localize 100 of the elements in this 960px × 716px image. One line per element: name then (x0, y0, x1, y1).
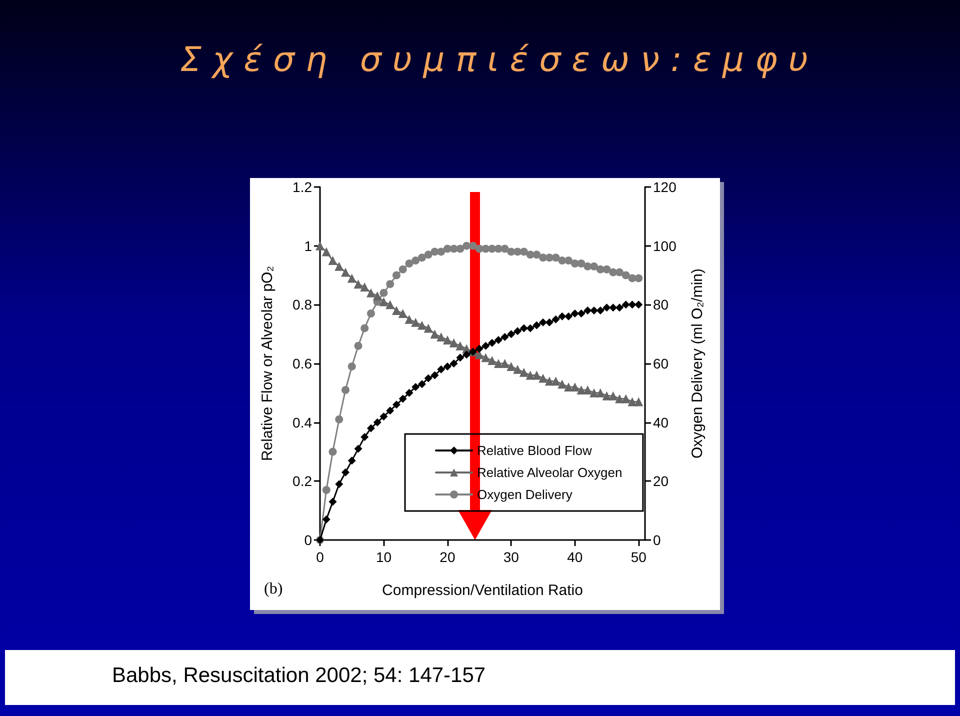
point (558, 380, 567, 389)
point (398, 308, 408, 318)
point (366, 424, 375, 432)
point (424, 250, 432, 259)
point (411, 318, 420, 327)
chart-title: Σχέση συμπιέσεων:εμφυ (180, 40, 820, 80)
text: (b) (264, 580, 283, 598)
y-tick-label: 1 (304, 238, 312, 254)
point (354, 280, 363, 289)
point (437, 248, 446, 256)
point (405, 388, 414, 397)
y-tick-label: 0.8 (292, 296, 312, 313)
point (456, 244, 464, 253)
point (468, 242, 477, 250)
point (488, 356, 497, 366)
point (347, 274, 356, 283)
point (372, 291, 382, 300)
text: Babbs, Resuscitation 2002; 54: 147-157 (112, 664, 486, 688)
y2-tick-label: 20 (653, 473, 669, 490)
y-tick-label: 0.2 (292, 473, 312, 490)
point (405, 259, 414, 268)
point (328, 256, 338, 266)
point (494, 359, 503, 368)
point (532, 321, 541, 330)
point (622, 300, 630, 309)
point (456, 354, 464, 362)
point (404, 314, 414, 324)
point (507, 330, 516, 338)
y2-tick-label: 100 (653, 238, 677, 254)
point (348, 362, 356, 370)
point (380, 412, 388, 420)
point (386, 406, 394, 415)
point (481, 353, 490, 362)
point (494, 336, 502, 344)
point (570, 309, 579, 318)
point (577, 259, 586, 268)
point (334, 262, 344, 271)
point (539, 318, 548, 326)
point (545, 318, 554, 326)
point (340, 268, 350, 277)
y-tick-label: 0 (304, 532, 312, 548)
point (596, 388, 605, 398)
point (354, 444, 362, 453)
point (450, 360, 458, 368)
point (392, 306, 401, 316)
point (488, 338, 496, 347)
point (514, 327, 522, 336)
point (584, 306, 592, 315)
point (436, 332, 446, 342)
point (602, 265, 611, 274)
point (500, 333, 509, 342)
point (622, 271, 630, 280)
y-tick-label: 0.6 (292, 356, 312, 372)
point (442, 335, 452, 344)
point (379, 297, 388, 306)
point (373, 418, 382, 426)
point (366, 309, 375, 318)
point (392, 400, 400, 409)
y2-tick-label: 80 (653, 296, 669, 313)
point (634, 300, 643, 309)
point (628, 397, 637, 406)
y-tick-label: 0.4 (292, 414, 312, 430)
point (418, 380, 426, 388)
point (462, 350, 471, 359)
point (628, 300, 636, 309)
point (360, 433, 369, 442)
point (412, 383, 420, 392)
point (335, 415, 344, 424)
point (552, 254, 560, 262)
point (316, 241, 324, 250)
x-tick-label: 50 (630, 549, 647, 565)
point (342, 386, 350, 394)
point (424, 374, 432, 382)
point (398, 394, 407, 403)
point (418, 254, 426, 262)
point (430, 371, 439, 380)
point (526, 324, 534, 332)
point (538, 374, 548, 383)
y2-tick-label: 120 (653, 179, 677, 195)
x-tick-label: 20 (440, 549, 456, 565)
point (539, 254, 548, 262)
y-tick-label: 1.2 (292, 179, 312, 195)
point (449, 338, 458, 348)
point (360, 324, 369, 332)
point (348, 456, 356, 465)
x-tick-label: 40 (567, 549, 583, 565)
x-axis-title: Compression/Ventilation Ratio (382, 582, 583, 599)
point (417, 320, 426, 330)
point (456, 341, 465, 350)
point (360, 282, 370, 292)
point (564, 312, 573, 320)
x-tick-label: 30 (503, 549, 520, 565)
point (482, 342, 490, 350)
point (430, 330, 440, 339)
point (500, 244, 509, 253)
point (519, 368, 528, 377)
point (608, 391, 618, 400)
point (616, 304, 624, 312)
point (366, 288, 376, 298)
y2-tick-label: 60 (653, 356, 669, 372)
